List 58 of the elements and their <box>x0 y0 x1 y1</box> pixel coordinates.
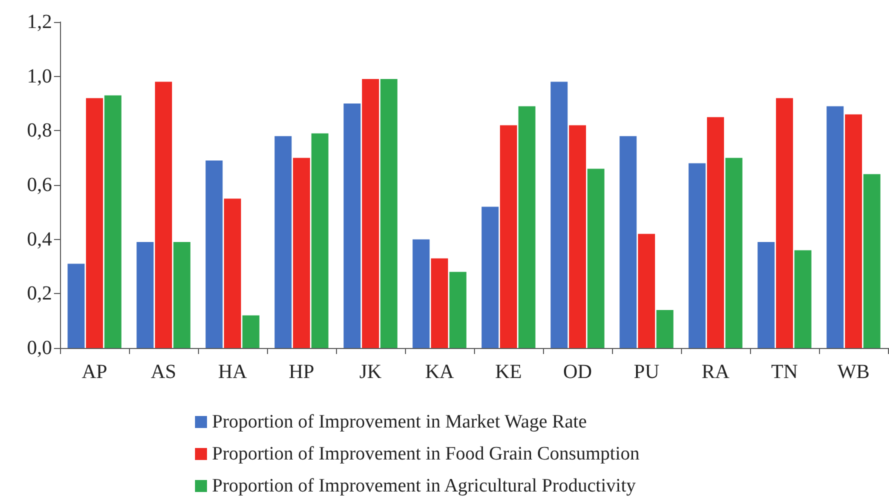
bar <box>656 310 674 348</box>
bar <box>68 264 85 348</box>
bar <box>362 79 380 348</box>
bar <box>863 174 880 348</box>
bar <box>311 133 328 348</box>
bar <box>518 106 536 348</box>
x-tick-label: TN <box>771 361 798 383</box>
legend-label: Proportion of Improvement in Market Wage Rate <box>212 412 587 432</box>
bar <box>292 158 310 348</box>
bar <box>725 158 742 348</box>
y-tick-label: 0,6 <box>27 174 52 196</box>
bar <box>430 258 448 348</box>
bar <box>550 82 568 348</box>
bar <box>758 242 775 348</box>
bar <box>380 79 398 348</box>
bar <box>224 198 242 348</box>
y-tick-label: 0,4 <box>27 228 52 250</box>
x-tick-label: PU <box>634 361 660 383</box>
legend-label: Proportion of Improvement in Food Grain Consumption <box>212 444 640 464</box>
bar <box>844 114 862 348</box>
bar <box>412 239 430 348</box>
x-tick-label: KA <box>425 361 454 383</box>
y-tick-label: 0,8 <box>27 120 52 142</box>
bar <box>104 95 122 348</box>
bar <box>449 272 466 348</box>
bar <box>274 136 292 348</box>
legend-label: Proportion of Improvement in Agricultural Productivity <box>212 476 636 496</box>
x-tick-label: HA <box>218 361 248 383</box>
bar <box>688 163 706 348</box>
y-tick-label: 0,0 <box>27 337 52 359</box>
bar <box>482 206 499 348</box>
bar <box>587 168 604 348</box>
y-tick-label: 0,2 <box>27 282 52 305</box>
x-tick-label: JK <box>359 361 382 383</box>
bar <box>706 117 724 348</box>
y-tick-label: 1,2 <box>27 11 52 33</box>
bar <box>86 98 104 348</box>
bar <box>173 242 190 348</box>
bar <box>206 160 223 348</box>
bar <box>776 98 794 348</box>
x-tick-label: KE <box>495 361 522 383</box>
bar <box>638 234 656 348</box>
bar <box>344 104 361 348</box>
x-tick-label: AS <box>150 361 176 383</box>
y-tick-label: 1,0 <box>27 65 52 88</box>
bar <box>794 250 812 348</box>
bar <box>826 106 844 348</box>
bar <box>620 136 637 348</box>
bar <box>242 315 260 348</box>
x-tick-label: AP <box>82 361 108 383</box>
bar <box>154 82 172 348</box>
bar <box>568 125 586 348</box>
x-tick-label: OD <box>563 361 592 383</box>
bar <box>500 125 518 348</box>
bar <box>136 242 154 348</box>
x-tick-label: WB <box>837 361 870 383</box>
x-tick-label: HP <box>288 361 314 383</box>
x-tick-label: RA <box>702 361 730 383</box>
